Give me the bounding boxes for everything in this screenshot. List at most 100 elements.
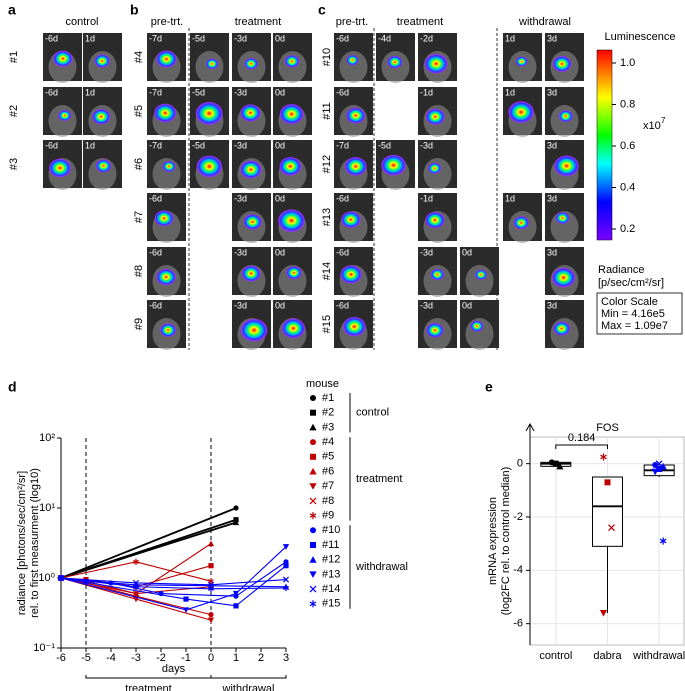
signal-blob [153,103,177,123]
signal-blob [424,53,448,74]
signal-blob [155,50,177,68]
cell-label: -6d [336,300,349,310]
point [556,462,564,470]
point [651,468,659,476]
mouse-head [508,51,537,83]
legend-marker [309,600,317,608]
marker [207,581,215,588]
signal-blob [515,56,528,67]
signal-blob [94,54,111,68]
image-cell: 1d [83,33,122,83]
cell-label: -7d [149,140,162,150]
x-tick-label: -3 [131,652,141,664]
signal-blob [240,104,261,122]
signal-blob [195,101,224,126]
marker [133,583,139,590]
image-cell: -7d [147,140,186,190]
cell-label: 3d [547,300,557,310]
image-cell: -3d [232,33,271,83]
series-line [60,577,287,586]
signal-blob [387,55,403,69]
image-cell: 3d [545,33,584,83]
cell-label: 1d [505,193,515,203]
cell-label: 3d [547,193,557,203]
legend-marker [310,395,316,401]
legend-marker [309,512,317,520]
image-cell: 0d [273,300,312,350]
mouse-head [423,158,452,190]
marker [133,558,139,565]
marker [283,563,289,569]
image-cell: -3d [232,247,271,297]
image-cell: -3d [232,193,271,243]
y-axis-label: radiance [photons/sec/cm²/sr] [16,471,28,615]
cell-label: -3d [420,140,433,150]
row-label: #10 [321,48,333,66]
cell-label: -6d [336,33,349,43]
cell-label: -3d [234,87,247,97]
title-strip [530,420,684,437]
cell-label: 3d [547,247,557,257]
image-cell: -3d [232,140,271,190]
image-cell: 0d [273,247,312,297]
legend-marker [309,467,317,475]
image-cell: -6d [334,33,373,83]
marker [282,544,290,550]
signal-blob [95,159,112,173]
cell-label: -7d [149,33,162,43]
row-label: #12 [321,155,333,173]
phase-label: treatment [125,683,171,691]
legend-group: treatment [356,473,402,485]
image-cell: -5d [190,87,229,137]
signal-blob [380,154,407,176]
legend-marker [309,556,317,563]
series-line [60,577,287,590]
marker [208,563,214,569]
legend-label: #9 [322,510,334,522]
x-tick-label: 0 [208,652,214,664]
y-tick-label: 10⁰ [38,572,55,584]
marker [208,585,214,592]
signal-blob [555,211,570,225]
image-cell: -6d [43,87,82,137]
colorbar-tick-label: 1.0 [620,57,635,69]
legend-label: #14 [322,583,340,595]
signal-blob [340,211,361,229]
signal-blob [279,156,302,176]
marker [208,612,214,618]
signal-blob [286,266,302,280]
image-cell: 0d [273,140,312,190]
point [604,479,611,486]
image-cell: 0d [273,33,312,83]
row-label: #15 [321,315,333,333]
colorbar-tick-label: 0.4 [620,181,635,193]
cell-label: -3d [420,247,433,257]
row-label: #1 [8,51,20,63]
image-cell: 3d [545,87,584,137]
image-cell: -7d [334,140,373,190]
image-cell: 0d [460,247,499,297]
signal-blob [426,322,444,338]
legend-marker [309,423,317,431]
colorbar-title: Luminescence [605,31,676,43]
mouse-head [48,105,77,137]
x-tick-label: -1 [181,652,191,664]
legend-marker [309,585,317,593]
image-cell: 0d [460,300,499,350]
legend-label: #12 [322,554,340,566]
marker [207,540,215,547]
signal-blob [425,108,446,126]
legend-marker [310,542,316,548]
panel-letter: e [485,379,493,395]
row-label: #8 [133,265,145,277]
marker [132,579,140,586]
image-cell: 1d [83,87,122,137]
legend-group: control [356,407,389,419]
cell-label: -6d [149,300,162,310]
group-header: withdrawal [518,16,571,28]
legend-label: #6 [322,465,334,477]
phase-label: withdrawal [222,683,275,691]
row-label: #3 [8,158,20,170]
signal-blob [470,320,484,332]
